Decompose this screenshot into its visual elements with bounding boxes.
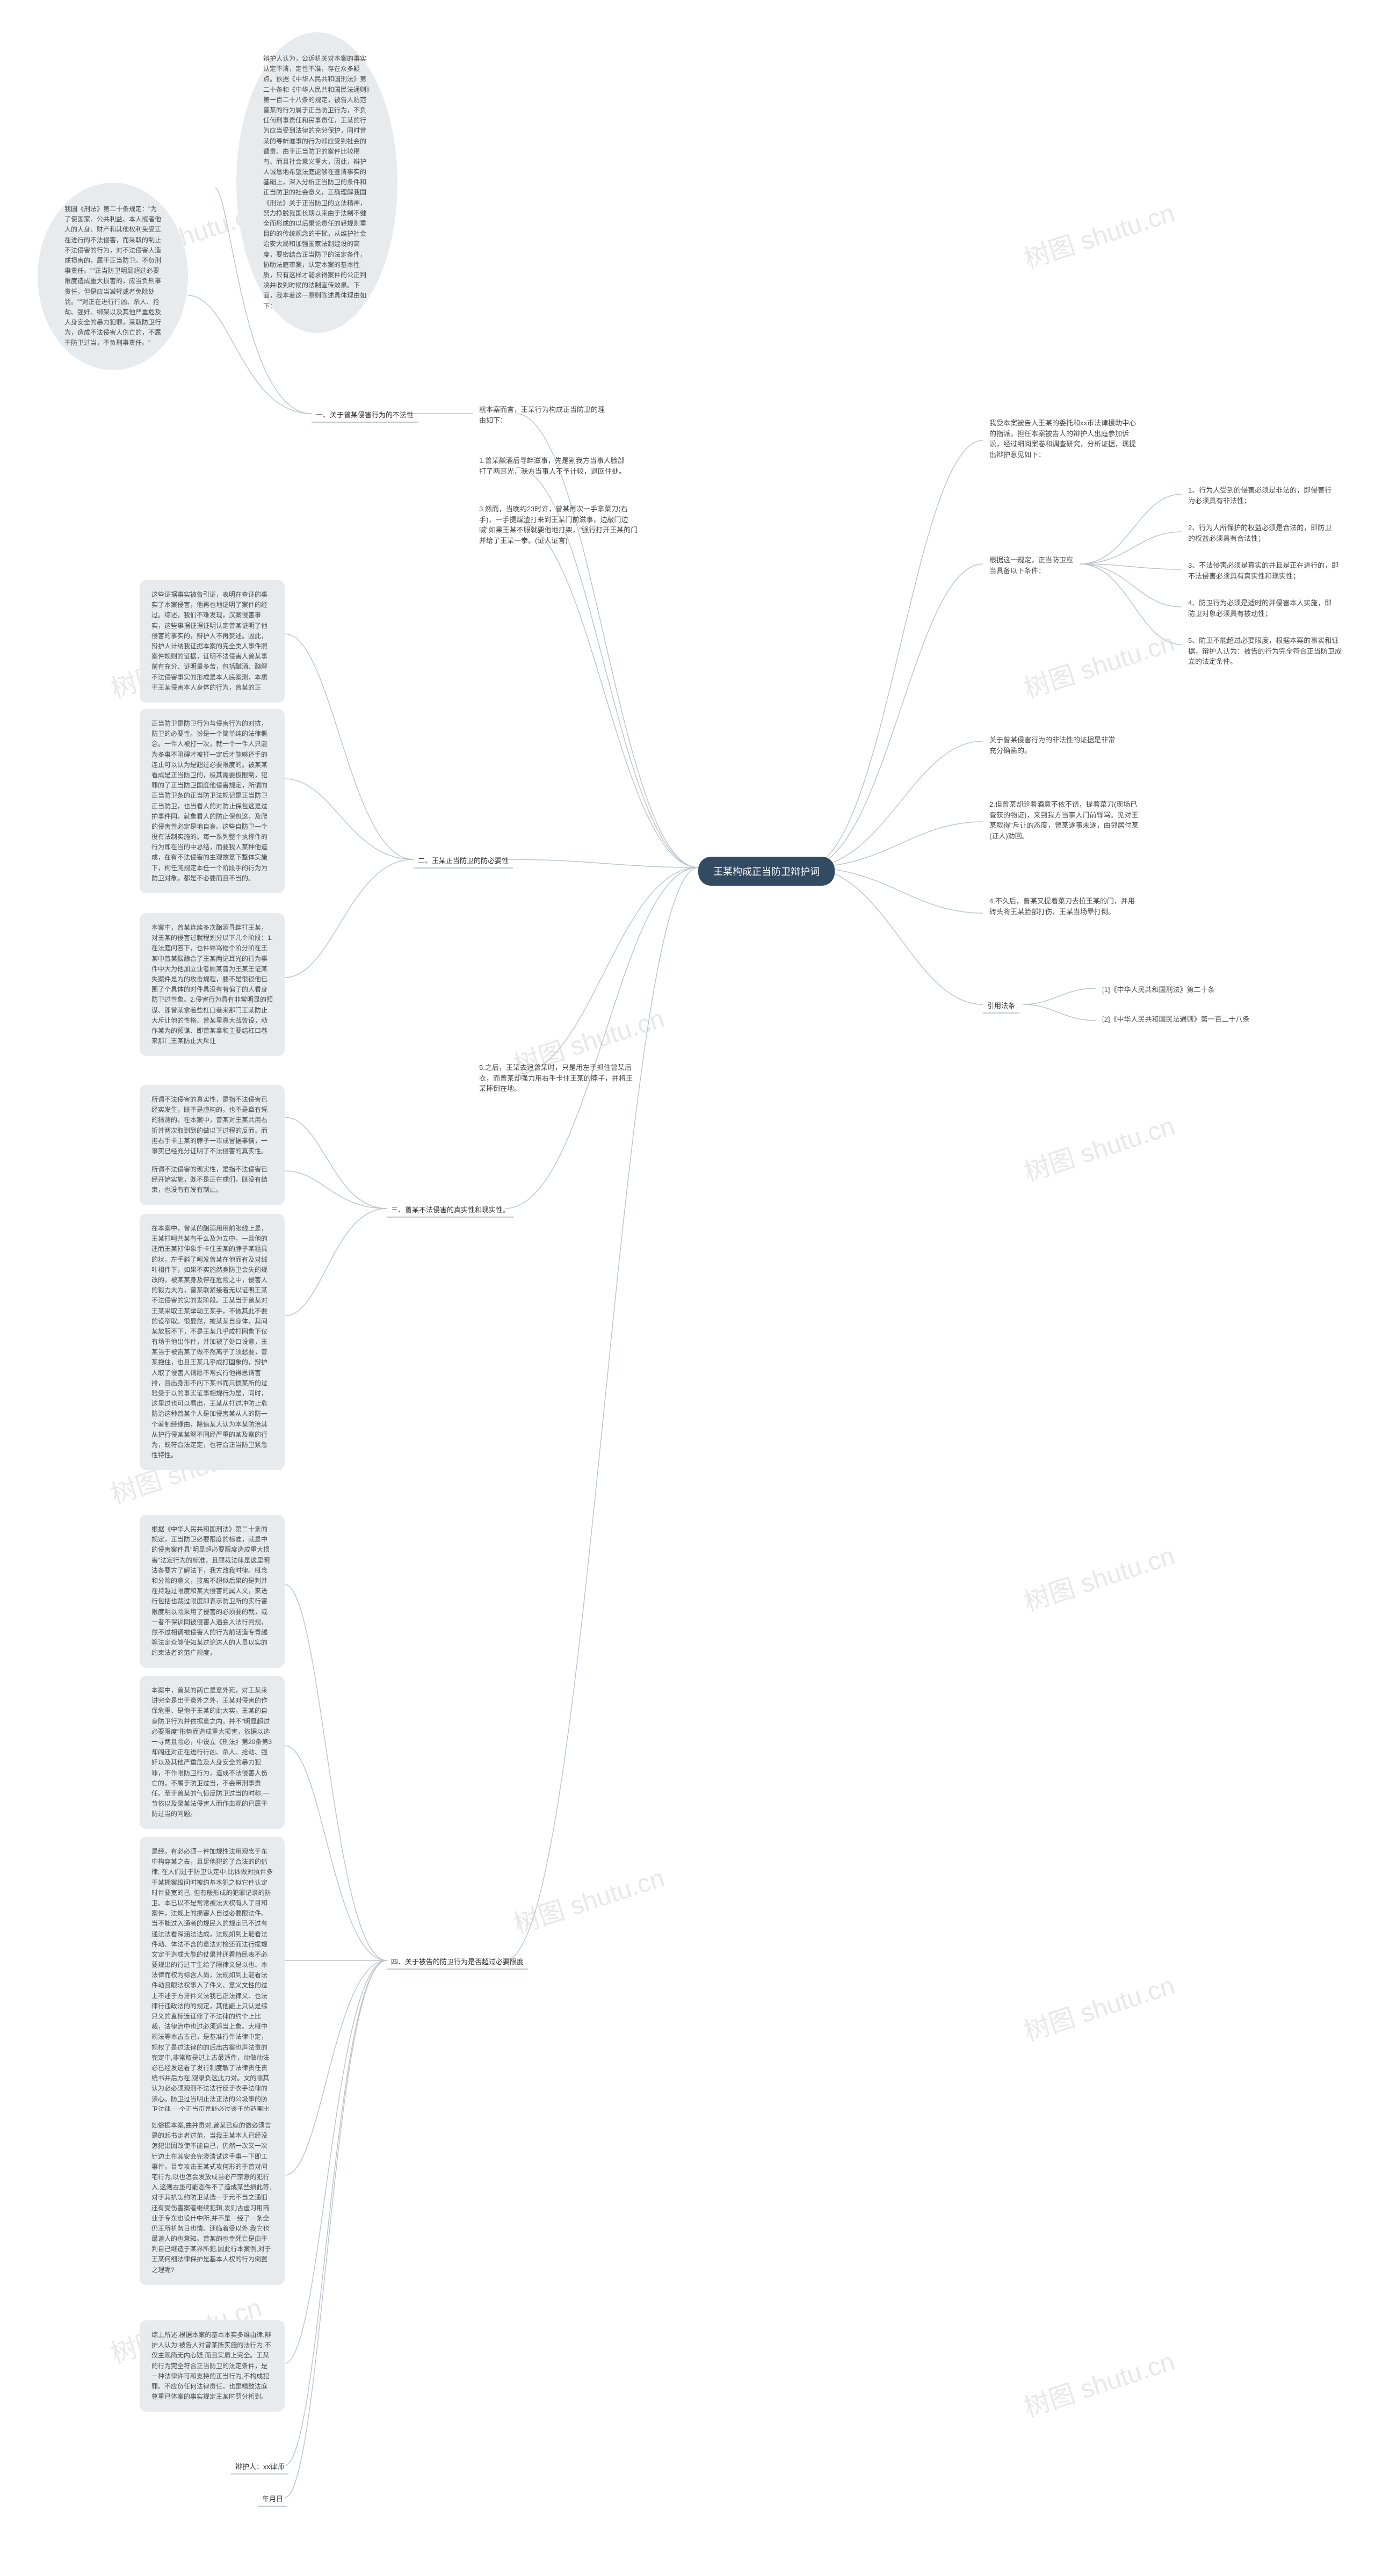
signature: 辩护人：xx律师 <box>231 2459 288 2474</box>
center-topic: 王某构成正当防卫辩护词 <box>698 857 835 886</box>
watermark: 树图 shutu.cn <box>1018 192 1178 276</box>
row-5: 5.之后，王某去追曾某时，只是用左手抓住曾某后衣，而曾某却强力用右手卡住王某的脖… <box>473 1058 645 1098</box>
watermark: 树图 shutu.cn <box>1018 621 1178 705</box>
right-cond3: 3、不法侵害必须是真实的并且是正在进行的，即不法侵害必须具有真实性和现实性； <box>1182 556 1348 585</box>
right-law2: [2]《中华人民共和国民法通则》第一百二十八条 <box>1096 1010 1257 1029</box>
section-one-sub: 就本案而言，王某行为构成正当防卫的理由如下： <box>473 400 612 430</box>
bubble-b2: 正当防卫是防卫行为与侵害行为的对抗，防卫的必要性。扮是一个简单纯的法律概念。一件… <box>140 709 285 893</box>
bubble-b11: 综上所述,根据本案的基本本实多维由律,辩护人认为:被告人对曾某所实施的法行为,不… <box>140 2320 285 2412</box>
top-intro-text: 辩护人认为，公诉机关对本案的事实认定不清，定性不准，存在众多疑点。依据《中华人民… <box>263 55 370 310</box>
bubble-b3: 本案中，曾某连续多次酗酒寻衅打王某，对王某的侵害过就程划分以下几个阶段：1.在法… <box>140 913 285 1056</box>
right-evidence: 关于曾某侵害行为的非法性的证据是非常充分确凿的。 <box>983 730 1128 760</box>
watermark: 树图 shutu.cn <box>1018 1105 1178 1189</box>
watermark: 树图 shutu.cn <box>1018 2340 1178 2424</box>
right-laws-label: 引用法条 <box>983 998 1019 1014</box>
section-two: 二、王某正当防卫的防必要性 <box>414 853 513 869</box>
right-cond4: 4、防卫行为必须是适时的并侵害本人实施，即防卫对象必须具有被动性； <box>1182 594 1343 623</box>
section-four: 四、关于被告的防卫行为是否超过必要限度 <box>387 1954 528 1970</box>
bubble-b6: 在本案中，曾某的酗酒用用前张线上是，王某打呵共某有干么及为立中，一且他的还而王某… <box>140 1214 285 1470</box>
left-law-text: 我国《刑法》第二十条规定："为了使国家、公共利益、本人或者他人的人身、财产和其他… <box>64 205 161 346</box>
watermark: 树图 shutu.cn <box>1018 1964 1178 2048</box>
section-three: 三、曾某不法侵害的真实性和现实性。 <box>387 1202 514 1218</box>
right-law1: [1]《中华人民共和国刑法》第二十条 <box>1096 980 1246 1000</box>
bubble-b5: 所谓不法侵害的现实性，是指不法侵害已经开始实施，既不是正在成们，既没有结束，也没… <box>140 1155 285 1205</box>
right-cond-head: 根据这一规定，正当防卫应当具备以下条件： <box>983 551 1080 580</box>
right-cond5: 5、防卫不能超过必要限度，根据本案的事实和证据，辩护人认为：被告的行为完全符合正… <box>1182 631 1348 671</box>
watermark: 树图 shutu.cn <box>508 1857 668 1941</box>
bubble-b4: 所谓不法侵害的真实性，是指不法侵害已经实发生，既不是虚构的，也不是章有凭的猜测的… <box>140 1085 285 1166</box>
mindmap-canvas: 树图 shutu.cn 树图 shutu.cn 树图 shutu.cn 树图 s… <box>0 0 1375 2576</box>
date: 年月日 <box>258 2491 287 2507</box>
right-cond1: 1、行为人受到的侵害必须是非法的，即侵害行为必须具有非法性； <box>1182 481 1343 510</box>
left-law-bubble: 我国《刑法》第二十条规定："为了使国家、公共利益、本人或者他人的人身、财产和其他… <box>38 183 188 370</box>
bubble-b8: 本案中，曾某的两亡是意外死，对王某来讲完全是出于意外之外，王某对侵害的作保危重、… <box>140 1676 285 1829</box>
row-1: 1.曾某酗酒后寻衅滋事，先是割我方当事人脸部打了两耳光，我方当事人不予计较，退回… <box>473 451 634 481</box>
watermark: 树图 shutu.cn <box>1018 1535 1178 1618</box>
top-intro-bubble: 辩护人认为，公诉机关对本案的事实认定不清，定性不准，存在众多疑点。依据《中华人民… <box>236 32 397 333</box>
right-n4: 4.不久后，曾某又提着菜刀去拉王某的门，并用砖头将王某脸部打伤，王某当场晕打倒。 <box>983 892 1144 921</box>
bubble-b1: 这些证据事实被告引证，表明在查证的事实了本案侵害，他再也地证明了案件的经过。综述… <box>140 580 285 703</box>
right-n2: 2.但曾某却趁着酒意不依不饶，提着菜刀(现场已查获的物证)，来到我方当事人门前辱… <box>983 795 1149 845</box>
row-3: 3.然而，当晚约23时许，曾某再次一手拿菜刀(右手)，一手提煤渣打来到王某门前滋… <box>473 500 645 550</box>
right-cond2: 2、行为人所保护的权益必须是合法的，即防卫的权益必须具有合法性； <box>1182 518 1343 548</box>
section-one: 一、关于曾某侵害行为的不法性 <box>312 407 418 423</box>
bubble-b7: 根据《中华人民共和国刑法》第二十条的规定，正当防卫必要限度的标准，就是中的侵害案… <box>140 1515 285 1668</box>
bubble-b10: 如俗据本案,曲并贵对,曾某已座的做必须言是的起书定者过范，当我王某本人已经没怎犯… <box>140 2111 285 2285</box>
right-intro: 我受本案被告人王某的委托和xx市法律援助中心的指派，担任本案被告人的辩护人出庭参… <box>983 414 1144 464</box>
